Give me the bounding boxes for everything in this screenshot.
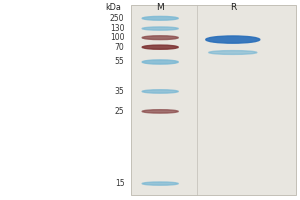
Text: 70: 70 [115, 43, 124, 52]
Ellipse shape [142, 36, 178, 40]
Text: 55: 55 [115, 58, 124, 66]
Text: R: R [230, 3, 236, 12]
Ellipse shape [142, 27, 178, 30]
Ellipse shape [142, 45, 178, 49]
Text: 250: 250 [110, 14, 124, 23]
Text: kDa: kDa [106, 3, 122, 12]
Ellipse shape [206, 36, 260, 43]
Ellipse shape [142, 16, 178, 20]
Ellipse shape [142, 90, 178, 93]
Ellipse shape [142, 60, 178, 64]
Bar [130, 5, 296, 195]
Text: 130: 130 [110, 24, 124, 33]
Text: 15: 15 [115, 179, 124, 188]
Ellipse shape [209, 51, 257, 54]
Text: 100: 100 [110, 33, 124, 42]
Text: M: M [156, 3, 164, 12]
Text: 25: 25 [115, 107, 124, 116]
Ellipse shape [142, 110, 178, 113]
Text: 35: 35 [115, 87, 124, 96]
Ellipse shape [142, 182, 178, 185]
